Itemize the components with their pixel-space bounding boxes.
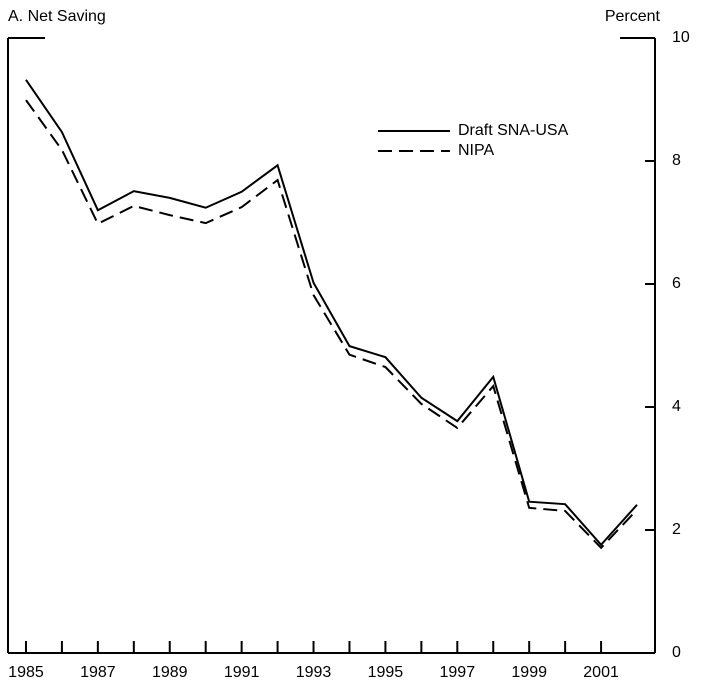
x-tick-label: 1997 <box>440 664 476 681</box>
y-tick-label: 6 <box>672 275 681 292</box>
x-tick-label: 1987 <box>80 664 116 681</box>
x-tick-label: 1991 <box>224 664 260 681</box>
x-tick-label: 1995 <box>368 664 404 681</box>
x-tick-label: 2001 <box>583 664 619 681</box>
y-tick-label: 10 <box>672 29 690 46</box>
legend-label: Draft SNA-USA <box>458 122 569 139</box>
y-tick-label: 8 <box>672 152 681 169</box>
chart-title: A. Net Saving <box>8 8 106 25</box>
y-axis-label: Percent <box>605 8 661 25</box>
y-tick-label: 2 <box>672 521 681 538</box>
x-tick-label: 1999 <box>511 664 547 681</box>
legend-label: NIPA <box>458 142 494 159</box>
x-tick-label: 1993 <box>296 664 332 681</box>
frame <box>7 37 656 654</box>
series-line <box>25 99 638 550</box>
x-tick-label: 1989 <box>152 664 188 681</box>
y-tick-label: 0 <box>672 644 681 661</box>
x-tick-label: 1985 <box>8 664 44 681</box>
series-line <box>25 79 638 547</box>
y-tick-label: 4 <box>672 398 681 415</box>
